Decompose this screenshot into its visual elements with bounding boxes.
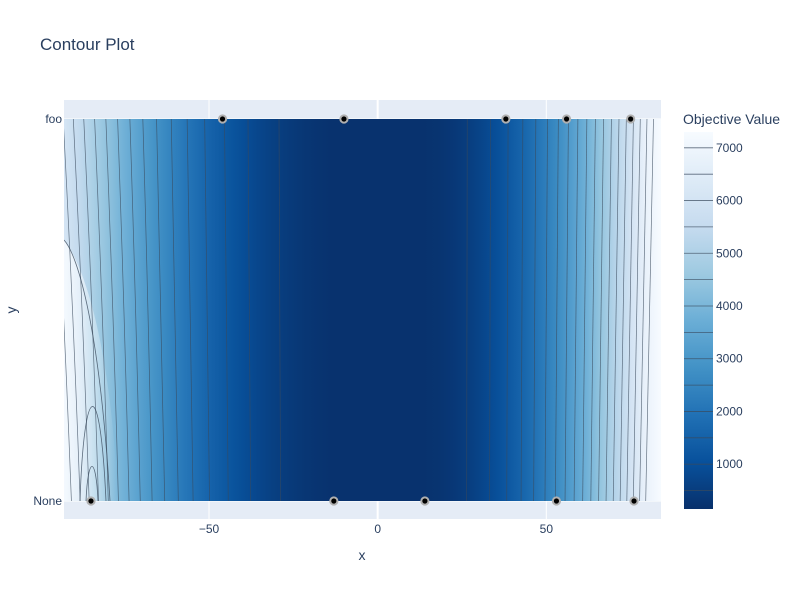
contour-line [573,118,579,502]
contour-line [582,118,588,502]
contour-line [466,118,468,502]
contour-line [204,118,210,502]
contour-line [626,118,634,502]
trial-point [629,496,639,506]
colorbar-tick-label: 6000 [716,194,743,208]
x-tick-label: 50 [540,522,554,536]
y-axis-label: y [3,307,19,314]
trial-point [420,496,430,506]
contour-line [612,118,620,502]
colorbar-level-lines [684,147,713,491]
contour-line [544,118,548,502]
contour-line [105,118,119,502]
trial-points [86,114,639,506]
contour-line [64,128,81,502]
chart-title: Contour Plot [40,35,135,54]
contour-line [85,466,99,502]
colorbar-tick-label: 7000 [716,141,743,155]
contour-line [598,118,604,502]
colorbar-tick-label: 4000 [716,299,743,313]
contour-line [564,118,569,502]
colorbar-title: Objective Value [683,111,780,127]
x-axis-ticks: −50 0 50 [199,522,553,536]
contour-line [186,118,194,502]
contour-field [64,118,661,502]
colorbar-tick-label: 5000 [716,246,743,260]
contour-line [506,118,509,502]
contour-line [632,118,641,502]
contour-line [555,118,559,502]
contour-line [64,239,111,502]
contour-fill [64,119,661,501]
contour-line [247,118,252,502]
colorbar-tick-label: 3000 [716,352,743,366]
contour-line [117,118,130,502]
y-axis-ticks: None foo [33,112,62,508]
colorbar-ticks: 1000 2000 3000 4000 5000 6000 7000 [716,141,743,471]
trial-point [501,114,511,124]
contour-line [83,118,99,502]
trial-point [86,496,96,506]
contour-line [533,118,537,502]
contour-line [64,318,72,502]
contour-line [520,118,524,502]
x-axis-label: x [359,547,366,563]
contour-line [72,118,90,502]
contour-line [224,118,229,502]
y-tick-label: None [33,494,62,508]
contour-line [79,406,107,502]
contour-lines [64,118,654,502]
trial-point [217,114,228,124]
contour-line [129,118,141,502]
contour-line [619,118,627,502]
colorbar [684,132,713,509]
contour-line [278,118,281,502]
y-tick-label: foo [45,112,62,126]
x-tick-label: 0 [374,522,381,536]
contour-line [590,118,596,502]
contour-line [142,118,153,502]
colorbar-tick-label: 1000 [716,457,743,471]
trial-point [339,114,349,124]
x-tick-label: −50 [199,522,220,536]
contour-line [489,118,491,502]
trial-point [626,114,636,124]
trial-point [551,496,562,506]
contour-line [605,118,612,502]
trial-point [561,114,572,124]
trial-point [329,496,339,506]
colorbar-tick-label: 2000 [716,404,743,418]
